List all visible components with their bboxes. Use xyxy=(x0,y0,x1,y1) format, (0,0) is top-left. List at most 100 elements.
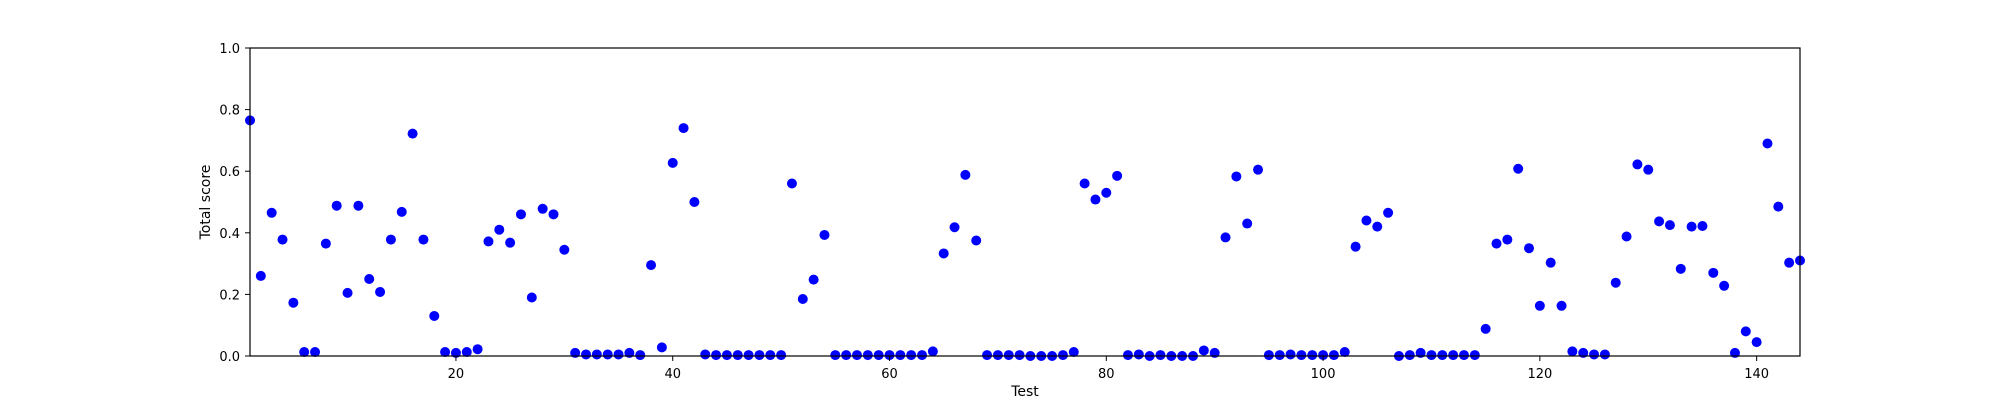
data-point xyxy=(1307,350,1318,361)
data-point xyxy=(949,222,960,233)
data-point xyxy=(1068,347,1079,357)
data-point xyxy=(1253,164,1264,175)
data-point xyxy=(342,287,353,298)
data-point xyxy=(1057,350,1068,361)
data-point xyxy=(721,350,732,361)
data-point xyxy=(1643,164,1654,175)
data-point xyxy=(678,123,689,134)
data-point xyxy=(1014,350,1025,361)
data-point xyxy=(1003,350,1014,361)
data-point xyxy=(906,350,917,361)
data-point xyxy=(548,209,559,220)
data-point xyxy=(992,350,1003,361)
data-point xyxy=(1545,257,1556,268)
data-point xyxy=(1502,234,1513,245)
data-point xyxy=(765,350,776,361)
y-tick-label: 0.6 xyxy=(219,165,240,180)
data-point xyxy=(591,349,602,360)
data-point xyxy=(851,350,862,361)
data-point xyxy=(667,157,678,168)
data-point xyxy=(526,292,537,303)
data-point xyxy=(1697,221,1708,232)
y-axis-label: Total score xyxy=(198,165,214,241)
data-point xyxy=(982,350,993,361)
data-point xyxy=(1513,163,1524,174)
y-tick-label: 0.4 xyxy=(219,227,240,242)
data-point xyxy=(938,248,949,259)
data-point xyxy=(1654,216,1665,227)
data-point xyxy=(1686,221,1697,232)
data-point xyxy=(483,236,494,247)
data-point xyxy=(1784,257,1795,268)
data-point xyxy=(1621,231,1632,242)
data-point xyxy=(700,349,711,360)
x-tick-label: 20 xyxy=(448,367,465,382)
data-point xyxy=(1198,345,1209,356)
data-point xyxy=(1448,350,1459,361)
data-point xyxy=(364,274,375,284)
data-point xyxy=(581,349,592,360)
x-tick-label: 40 xyxy=(664,367,681,382)
data-point xyxy=(407,128,418,139)
data-point xyxy=(1296,350,1307,361)
data-point xyxy=(1480,323,1491,334)
data-point xyxy=(559,244,570,255)
data-point xyxy=(515,209,526,220)
x-axis-label: Test xyxy=(1010,384,1039,400)
data-point xyxy=(375,286,386,297)
data-point xyxy=(960,169,971,180)
data-point xyxy=(1534,300,1545,311)
data-point xyxy=(299,347,310,357)
data-point xyxy=(288,297,299,308)
data-point xyxy=(1263,350,1274,361)
data-points xyxy=(245,115,1805,361)
data-point xyxy=(277,234,288,245)
data-point xyxy=(1610,277,1621,288)
data-point xyxy=(884,350,895,361)
data-point xyxy=(1524,243,1535,254)
data-point xyxy=(895,350,906,361)
data-point xyxy=(1437,350,1448,361)
data-point xyxy=(830,350,841,361)
x-axis-ticks: 20 40 60 80 100 120 140 xyxy=(448,356,1769,382)
data-point xyxy=(1664,220,1675,231)
data-point xyxy=(927,346,938,357)
data-point xyxy=(1632,159,1643,170)
data-point xyxy=(1242,218,1253,229)
data-point xyxy=(1675,263,1686,274)
data-point xyxy=(472,344,483,355)
data-point xyxy=(331,200,342,211)
data-point xyxy=(1426,350,1437,361)
data-point xyxy=(396,206,407,217)
data-point xyxy=(732,350,743,361)
data-point xyxy=(786,178,797,189)
data-point xyxy=(461,347,472,357)
data-point xyxy=(602,349,613,360)
data-point xyxy=(1372,221,1383,232)
data-point xyxy=(1361,215,1372,226)
data-point xyxy=(743,350,754,361)
data-point xyxy=(418,234,429,245)
data-point xyxy=(310,347,321,357)
data-point xyxy=(440,347,451,357)
plot-frame xyxy=(249,47,1801,357)
data-point xyxy=(646,260,657,271)
data-point xyxy=(537,203,548,214)
data-point xyxy=(1101,187,1112,198)
data-point xyxy=(873,350,884,361)
data-point xyxy=(819,229,830,240)
data-point xyxy=(1491,238,1502,249)
data-point xyxy=(635,350,646,361)
y-axis-ticks: 0.0 0.2 0.4 0.6 0.8 1.0 xyxy=(219,42,250,365)
data-point xyxy=(1122,350,1133,361)
data-point xyxy=(1719,280,1730,291)
data-point xyxy=(862,350,873,361)
data-point xyxy=(841,350,852,361)
y-tick-label: 1.0 xyxy=(219,42,240,57)
data-point xyxy=(1274,350,1285,361)
data-point xyxy=(1404,350,1415,361)
data-point xyxy=(1318,350,1329,361)
data-point xyxy=(1328,350,1339,361)
x-tick-label: 100 xyxy=(1311,367,1336,382)
